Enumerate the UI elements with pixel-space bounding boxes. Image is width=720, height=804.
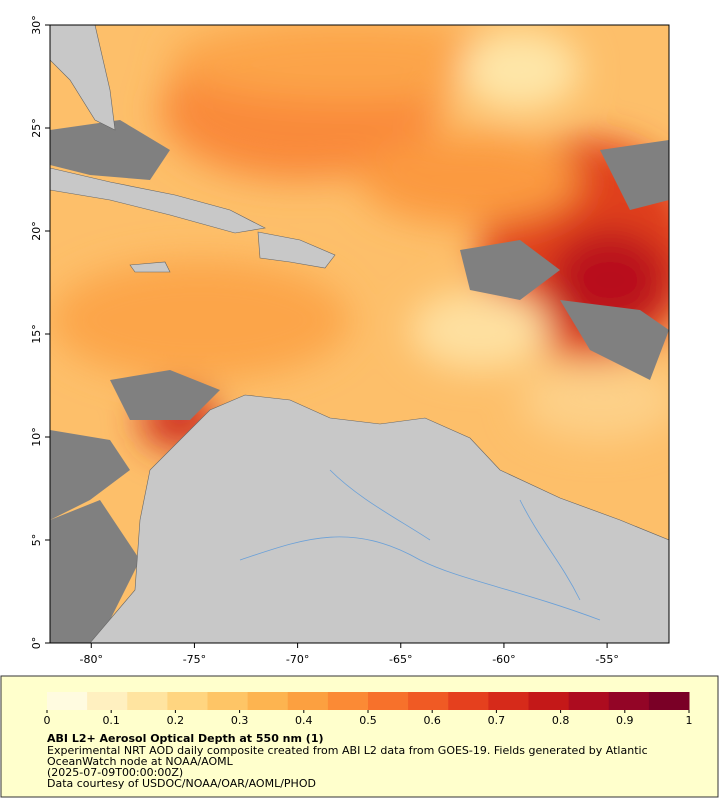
y-tick-label: 10° [30,427,43,447]
no-data [50,120,669,643]
colorbar-tick-label: 0.3 [231,714,249,727]
colorbar-tick-label: 0.7 [488,714,506,727]
colorbar-tick-label: 0.2 [167,714,185,727]
colorbar-segment [488,692,529,710]
colorbar-tick-label: 0.6 [423,714,441,727]
x-tick-label: -65° [389,653,412,666]
x-tick-label: -60° [492,653,515,666]
colorbar-tick-label: 0.5 [359,714,377,727]
colorbar-tick-label: 0.8 [552,714,570,727]
land [50,25,669,643]
caption-title: ABI L2+ Aerosol Optical Depth at 550 nm … [47,732,324,745]
caption-line: (2025-07-09T00:00:00Z) [47,766,183,779]
colorbar-tick-label: 1 [686,714,693,727]
colorbar-segment [287,692,329,710]
colorbar-segment [408,692,449,710]
y-tick-label: 25° [30,118,43,138]
colorbar-tick-label: 0 [44,714,51,727]
colorbar-segment [327,692,369,710]
x-tick-label: -70° [286,653,309,666]
rivers [239,469,601,621]
colorbar-segment [87,692,128,710]
y-tick-label: 20° [30,221,43,241]
map-image [50,25,669,643]
colorbar-tick-label: 0.4 [295,714,313,727]
colorbar-segment [207,692,249,710]
colorbar-segment [528,692,570,710]
colorbar-segment [448,692,489,710]
colorbar-segment [568,692,610,710]
caption-line: Experimental NRT AOD daily composite cre… [47,744,648,757]
colorbar-segment [127,692,168,710]
caption-line: OceanWatch node at NOAA/AOML [47,755,234,768]
x-tick-label: -80° [80,653,103,666]
colorbar-segment [608,692,650,710]
caption-line: Data courtesy of USDOC/NOAA/OAR/AOML/PHO… [47,777,316,790]
x-tick-label: -55° [595,653,618,666]
colorbar-segment [368,692,409,710]
y-tick-label: 0° [30,637,43,650]
y-tick-label: 15° [30,324,43,344]
colorbar-segment [47,692,88,710]
aerosol-plumes [50,25,669,450]
colorbar-tick-label: 0.1 [102,714,120,727]
colorbar-segment [167,692,208,710]
y-tick-label: 30° [30,15,43,35]
colorbar: 0 0.1 0.2 0.3 0.4 0.5 0.6 0.7 0.8 0.9 1 [44,692,693,727]
x-tick-label: -75° [183,653,206,666]
colorbar-tick-label: 0.9 [616,714,634,727]
colorbar-segment [648,692,690,710]
axes: -80° -75° -70° -65° -60° -55° 0° 5° 10° 15° 20° 25°… [30,15,619,666]
y-tick-label: 5° [30,534,43,547]
colorbar-segment [247,692,289,710]
